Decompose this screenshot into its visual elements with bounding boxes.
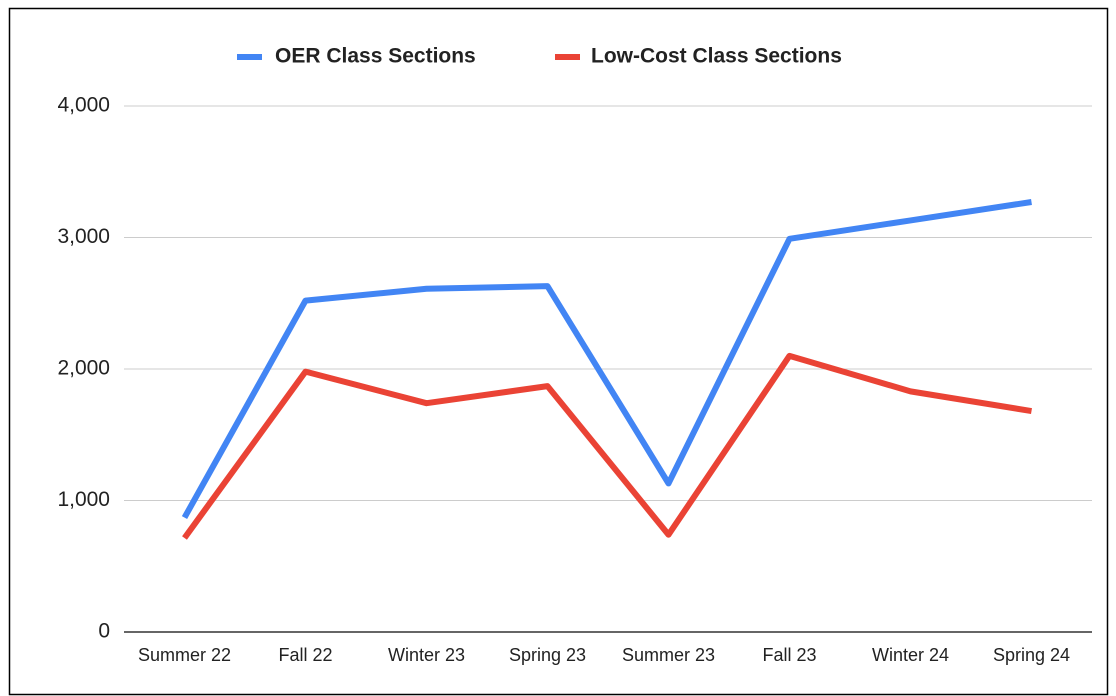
chart-border bbox=[8, 7, 1109, 696]
x-tick-label: Summer 22 bbox=[138, 645, 231, 665]
legend-label: Low-Cost Class Sections bbox=[591, 45, 842, 68]
x-tick-label: Spring 24 bbox=[993, 645, 1070, 665]
y-tick-label: 0 bbox=[98, 620, 110, 643]
x-tick-label: Fall 23 bbox=[762, 645, 816, 665]
x-tick-label: Spring 23 bbox=[509, 645, 586, 665]
y-tick-label: 4,000 bbox=[57, 94, 110, 117]
series-line bbox=[182, 352, 1032, 540]
series-line bbox=[181, 199, 1032, 520]
x-tick-label: Summer 23 bbox=[622, 645, 715, 665]
legend-label: OER Class Sections bbox=[275, 45, 476, 68]
x-tick-label: Winter 23 bbox=[388, 645, 465, 665]
y-tick-label: 2,000 bbox=[57, 357, 110, 380]
y-tick-label: 3,000 bbox=[57, 225, 110, 248]
y-tick-label: 1,000 bbox=[57, 488, 110, 511]
x-tick-label: Fall 22 bbox=[278, 645, 332, 665]
x-tick-label: Winter 24 bbox=[872, 645, 949, 665]
